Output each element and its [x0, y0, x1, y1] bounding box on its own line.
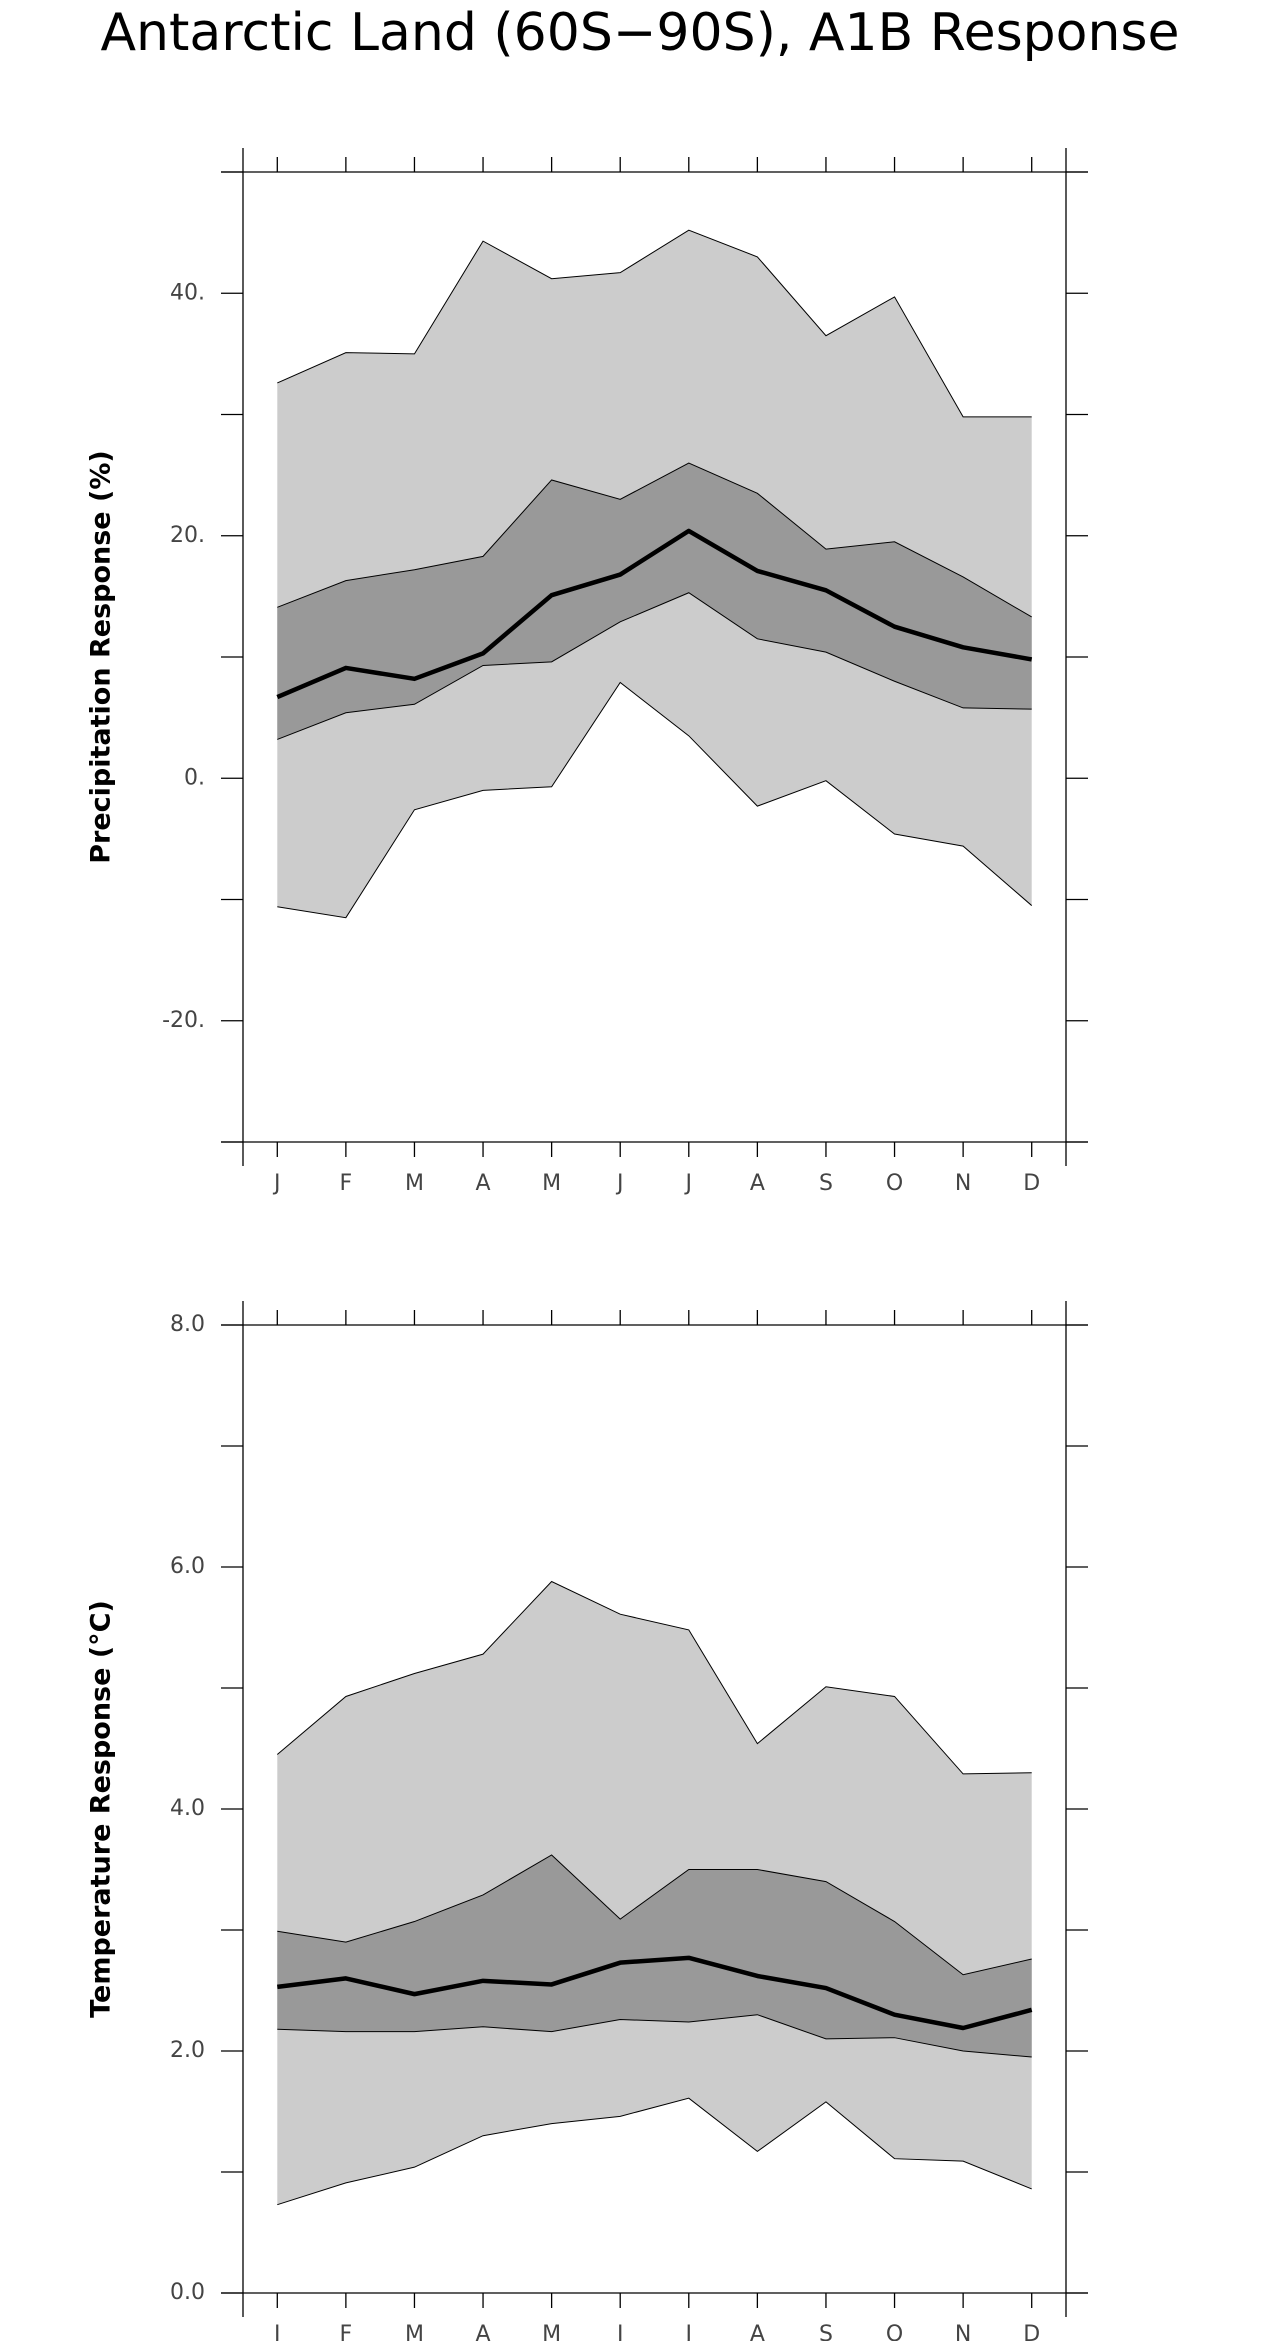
x-tick-label: J — [615, 1171, 624, 1196]
x-tick-label: D — [1023, 2322, 1040, 2341]
band-edge — [276, 1580, 1032, 1775]
band-edge — [277, 592, 1032, 740]
x-tick-label: J — [684, 1171, 693, 1196]
x-tick-label: J — [272, 2322, 281, 2341]
x-tick-label: J — [272, 1171, 281, 1196]
x-tick-label: A — [750, 2322, 765, 2341]
x-tick-label: A — [476, 2322, 491, 2341]
x-tick-label: M — [405, 1171, 424, 1196]
x-tick-label: M — [405, 2322, 424, 2341]
x-tick-label: A — [750, 1171, 765, 1196]
median-line — [277, 1955, 1033, 2031]
page-title: Antarctic Land (60S−90S), A1B Response — [100, 3, 1179, 63]
y-axis-label: Precipitation Response (%) — [86, 450, 117, 864]
x-tick-label: S — [819, 2322, 833, 2341]
y-tick-label: 2.0 — [170, 2038, 205, 2063]
band-edge — [277, 2014, 1032, 2058]
y-tick-label: 20. — [170, 523, 205, 548]
median-line — [276, 528, 1033, 700]
x-tick-label: F — [340, 1171, 353, 1196]
x-tick-label: M — [542, 1171, 561, 1196]
x-tick-label: O — [886, 1171, 903, 1196]
y-axis-label: Temperature Response (°C) — [86, 1600, 117, 2018]
band — [277, 463, 1032, 740]
y-tick-label: 0.0 — [170, 2280, 205, 2305]
x-tick-label: J — [615, 2322, 624, 2341]
y-tick-label: 4.0 — [170, 1796, 205, 1821]
y-tick-label: -20. — [162, 1008, 205, 1033]
x-tick-label: F — [340, 2322, 353, 2341]
band — [277, 1581, 1032, 2205]
y-tick-label: 0. — [184, 765, 205, 790]
y-tick-label: 8.0 — [170, 1312, 205, 1337]
y-tick-label: 40. — [170, 280, 205, 305]
band-edge — [277, 462, 1032, 618]
x-tick-label: D — [1023, 1171, 1040, 1196]
x-tick-label: N — [955, 1171, 971, 1196]
band — [277, 1854, 1032, 2058]
band-edge — [277, 1854, 1032, 1976]
x-tick-label: M — [542, 2322, 561, 2341]
y-tick-label: 6.0 — [170, 1554, 205, 1579]
x-tick-label: J — [684, 2322, 693, 2341]
band-edge — [277, 2097, 1032, 2206]
x-tick-label: O — [886, 2322, 903, 2341]
x-tick-label: N — [955, 2322, 971, 2341]
x-tick-label: A — [476, 1171, 491, 1196]
band-edge — [277, 229, 1032, 418]
band-edge — [277, 681, 1033, 919]
x-tick-label: S — [819, 1171, 833, 1196]
